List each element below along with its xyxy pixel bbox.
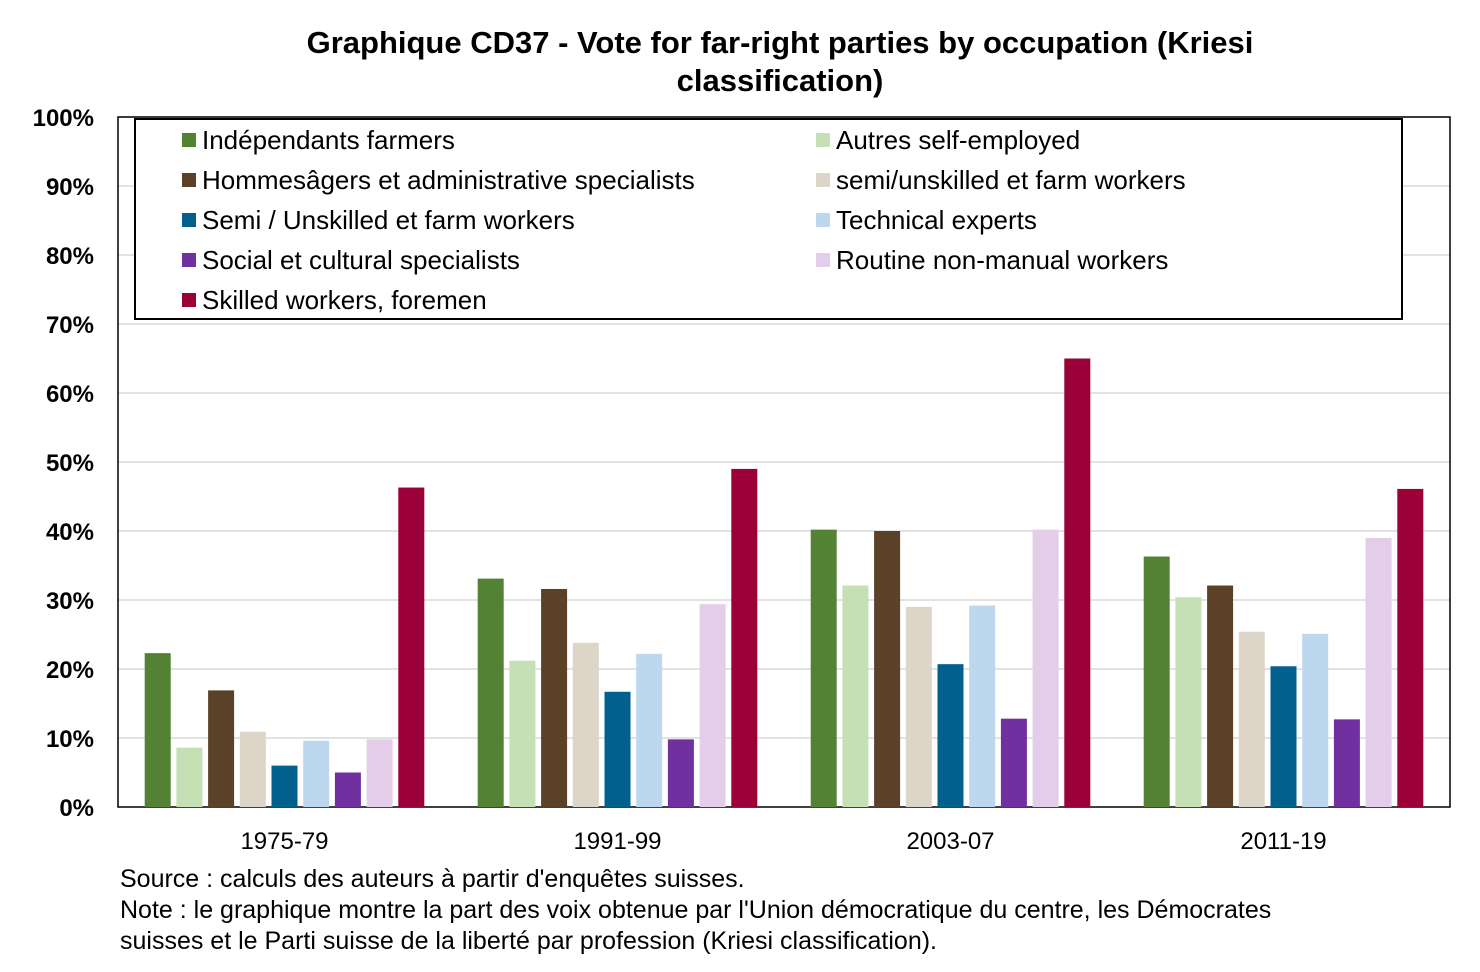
bar [1270,666,1297,807]
source-note: Source : calculs des auteurs à partir d'… [120,865,745,893]
note-line-1: Note : le graphique montre la part des v… [120,896,1272,924]
bar [176,747,203,807]
bar [1365,537,1392,807]
bar [541,588,568,807]
bar [842,585,869,807]
x-axis: 1975-79 1991-99 2003-07 2011-19 [240,828,1326,855]
y-tick-label: 30% [46,588,94,615]
bar [334,772,361,807]
legend-label: Skilled workers, foremen [202,285,487,315]
bar [731,468,758,807]
bar [271,765,298,807]
y-tick-label: 80% [46,243,94,270]
y-tick-label: 70% [46,312,94,339]
legend-label: Indépendants farmers [202,125,455,155]
note-line-2: suisses et le Parti suisse de la liberté… [120,927,938,955]
bar [208,690,235,807]
chart-title: Graphique CD37 - Vote for far-right part… [306,25,1254,98]
x-tick-label: 1991-99 [573,828,661,855]
bar [1333,719,1360,807]
bar [239,731,266,807]
legend-label: Technical experts [836,205,1037,235]
bar [969,605,996,807]
legend-swatch [182,133,196,147]
y-tick-label: 100% [33,105,94,132]
legend-label: Autres self-employed [836,125,1080,155]
bar [477,578,504,807]
bar [699,604,726,807]
bar [1207,585,1234,807]
bar [1143,556,1170,807]
bar [1064,358,1091,807]
x-tick-label: 1975-79 [240,828,328,855]
y-axis: 0% 10% 20% 30% 40% 50% 60% 70% 80% 90% 100% [33,105,94,822]
bar [1302,633,1329,807]
bar [1397,488,1424,807]
legend-swatch [816,173,830,187]
bar [303,740,330,807]
y-tick-label: 40% [46,519,94,546]
legend-swatch [816,253,830,267]
bar [874,531,901,807]
legend-label: Social et cultural specialists [202,245,520,275]
bar [1238,631,1265,807]
legend-swatch [182,293,196,307]
legend-box [134,118,1403,320]
bar-chart: 0% 10% 20% 30% 40% 50% 60% 70% 80% 90% 100% 1975-7… [33,105,1451,855]
legend-swatch [182,173,196,187]
legend-swatch [816,133,830,147]
bar [398,487,425,807]
y-tick-label: 0% [59,795,94,822]
y-tick-label: 50% [46,450,94,477]
bar [1000,718,1027,807]
bar [636,653,663,807]
bars [144,358,1424,807]
y-tick-label: 10% [46,726,94,753]
bar [667,739,694,807]
bar [366,739,393,807]
bar [1032,529,1059,807]
bar [1175,597,1202,807]
bar [604,691,631,807]
legend-label: Routine non-manual workers [836,245,1168,275]
bar [509,660,536,807]
legend-label: semi/unskilled et farm workers [836,165,1186,195]
bar [937,664,964,807]
y-tick-label: 20% [46,657,94,684]
x-tick-label: 2011-19 [1240,828,1326,855]
y-tick-label: 90% [46,174,94,201]
legend-label: Hommesâgers et administrative specialist… [202,165,695,195]
legend: Indépendants farmers Autres self-employed… [134,118,1403,320]
bar [572,642,599,807]
bar [905,606,932,807]
chart-notes: Source : calculs des auteurs à partir d'… [120,864,1460,957]
plot-frame [117,116,1451,808]
bar [810,529,837,807]
legend-swatch [816,213,830,227]
legend-label: Semi / Unskilled et farm workers [202,205,575,235]
x-tick-label: 2003-07 [906,828,994,855]
y-tick-label: 60% [46,381,94,408]
legend-swatch [182,253,196,267]
legend-swatch [182,213,196,227]
bar [144,653,171,807]
